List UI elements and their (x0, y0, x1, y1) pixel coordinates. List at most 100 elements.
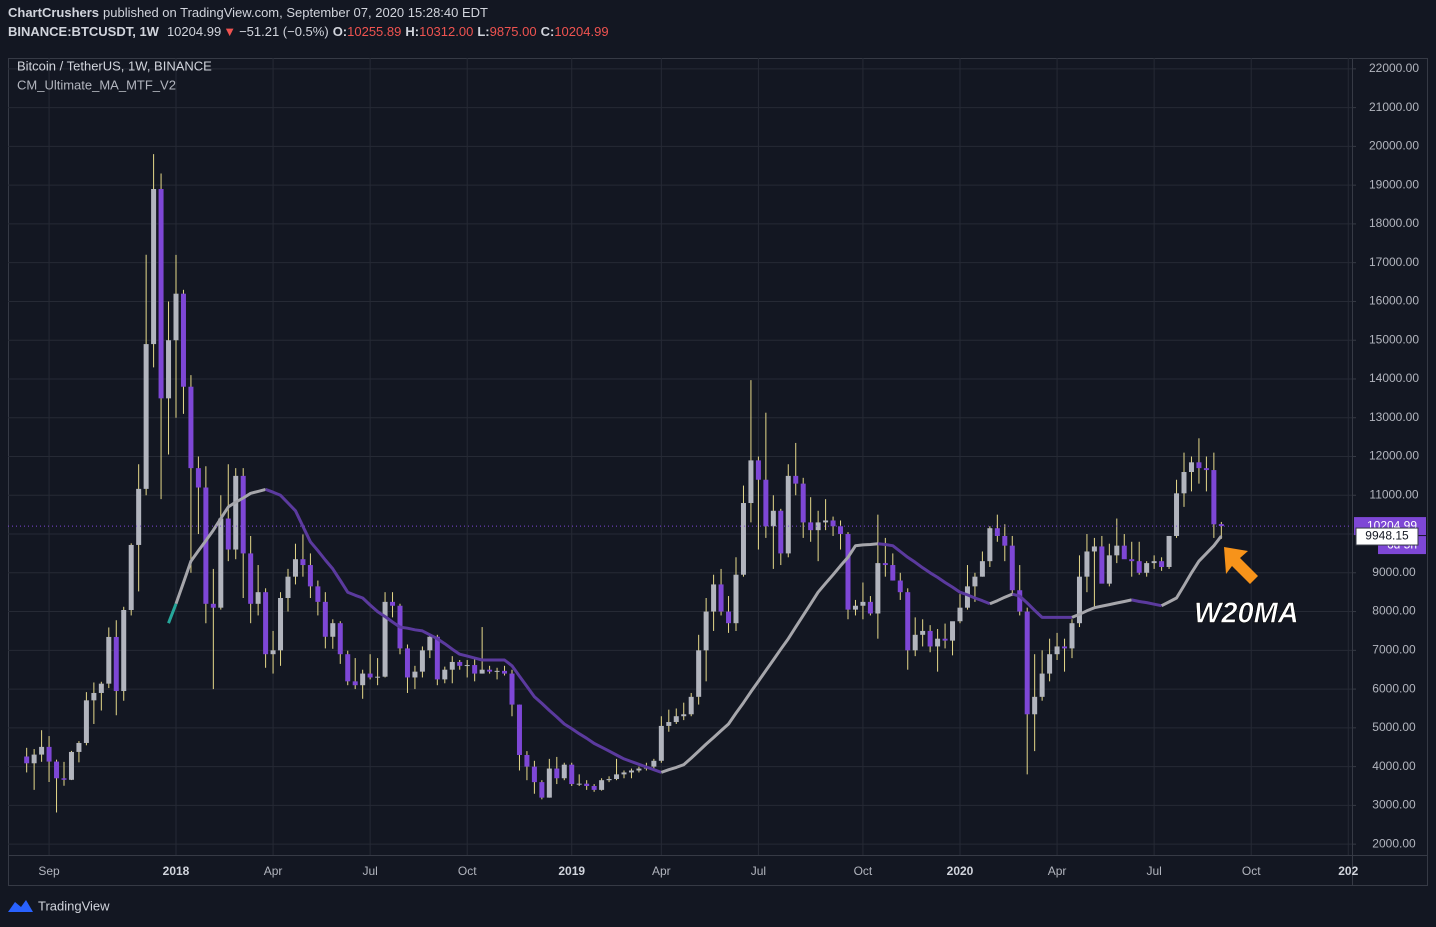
x-tick-label: Apr (652, 864, 671, 878)
candle-body (561, 764, 567, 779)
candle-body (427, 636, 433, 651)
candle-body (1017, 590, 1023, 612)
candle-body (225, 518, 231, 550)
candle-body (76, 742, 82, 752)
candle-body (24, 756, 30, 764)
candle-body (1218, 524, 1224, 527)
candle-body (143, 344, 149, 489)
candle-body (68, 751, 74, 780)
candle-body (285, 576, 291, 598)
candle-body (98, 683, 104, 693)
candle-body (636, 768, 642, 771)
candle-body (419, 650, 425, 672)
x-tick-label: Apr (264, 864, 283, 878)
pane-title: Bitcoin / TetherUS, 1W, BINANCE (17, 58, 212, 73)
candle-body (569, 764, 575, 785)
ma-line (265, 487, 662, 774)
candle-body (382, 601, 388, 677)
candle-body (808, 522, 814, 531)
candle-body (300, 559, 306, 566)
candle-body (539, 782, 545, 798)
candle-body (1047, 654, 1053, 674)
y-tick-label: 4000.00 (1372, 759, 1416, 773)
candle-body (763, 479, 769, 527)
candle-body (360, 673, 366, 686)
o-value: 10255.89 (347, 24, 401, 39)
publisher: ChartCrushers (8, 5, 99, 20)
candle-body (166, 340, 172, 399)
candle-body (255, 592, 261, 604)
candle-body (352, 681, 358, 686)
h-label: H: (405, 24, 419, 39)
y-tick-label: 2000.00 (1372, 836, 1416, 850)
candle-body (188, 386, 194, 469)
candle-body (621, 772, 627, 775)
candle-body (46, 746, 52, 762)
candle-body (270, 650, 276, 655)
candle-body (852, 605, 858, 610)
candle-body (1054, 646, 1060, 655)
candle-body (748, 460, 754, 504)
candle-body (845, 534, 851, 610)
candle-body (1151, 561, 1157, 564)
symbol: BINANCE:BTCUSDT, 1W (8, 24, 160, 39)
candle-body (733, 574, 739, 624)
candle-body (1076, 576, 1082, 624)
candle-body (905, 592, 911, 651)
candle-body (263, 592, 269, 655)
x-tick-label: 2018 (163, 864, 190, 878)
candle-body (673, 716, 679, 723)
candle-body (404, 648, 410, 678)
candle-body (830, 520, 836, 527)
y-tick-label: 7000.00 (1372, 642, 1416, 656)
candle-body (576, 783, 582, 785)
grid (8, 58, 1352, 855)
candle-body (950, 621, 956, 641)
published: published on TradingView.com, September … (103, 5, 488, 20)
candle-body (912, 634, 918, 651)
y-tick-label: 13000.00 (1369, 410, 1419, 424)
l-value: 9875.00 (490, 24, 537, 39)
candle-body (778, 510, 784, 554)
arrow: ▼ (223, 24, 236, 39)
candle-body (979, 561, 985, 577)
candle-body (1062, 646, 1068, 649)
candle-body (1203, 468, 1209, 471)
candle-body (1039, 673, 1045, 697)
candle-body (770, 510, 776, 527)
candle-body (1024, 611, 1030, 715)
x-tick-label: 2020 (947, 864, 974, 878)
o-label: O: (333, 24, 347, 39)
candle-body (91, 692, 97, 701)
candle-body (972, 576, 978, 587)
y-tick-label: 19000.00 (1369, 177, 1419, 191)
last: 10204.99 (167, 24, 221, 39)
candle-body (696, 650, 702, 697)
candle-body (1002, 535, 1008, 546)
candle-body (509, 673, 515, 705)
candle-body (897, 580, 903, 593)
candle-body (793, 475, 799, 484)
candle-body (1181, 472, 1187, 494)
candle-body (1188, 462, 1194, 473)
candle-body (800, 483, 806, 523)
candle-body (1091, 546, 1097, 552)
l-label: L: (477, 24, 489, 39)
candle-body (121, 610, 127, 692)
candle-body (554, 768, 560, 779)
candle-body (322, 601, 328, 637)
candle-body (927, 630, 933, 647)
candle-body (106, 636, 112, 684)
candle-body (935, 638, 941, 647)
candle-body (1121, 545, 1127, 560)
candle-body (128, 544, 134, 611)
candle-body (546, 768, 552, 798)
candle-body (1144, 563, 1150, 573)
candle-body (1159, 561, 1165, 567)
candle-body (987, 528, 993, 562)
indicator-name: CM_Ultimate_MA_MTF_V2 (17, 77, 176, 92)
candle-body (1166, 535, 1172, 567)
candle-body (1032, 696, 1038, 715)
